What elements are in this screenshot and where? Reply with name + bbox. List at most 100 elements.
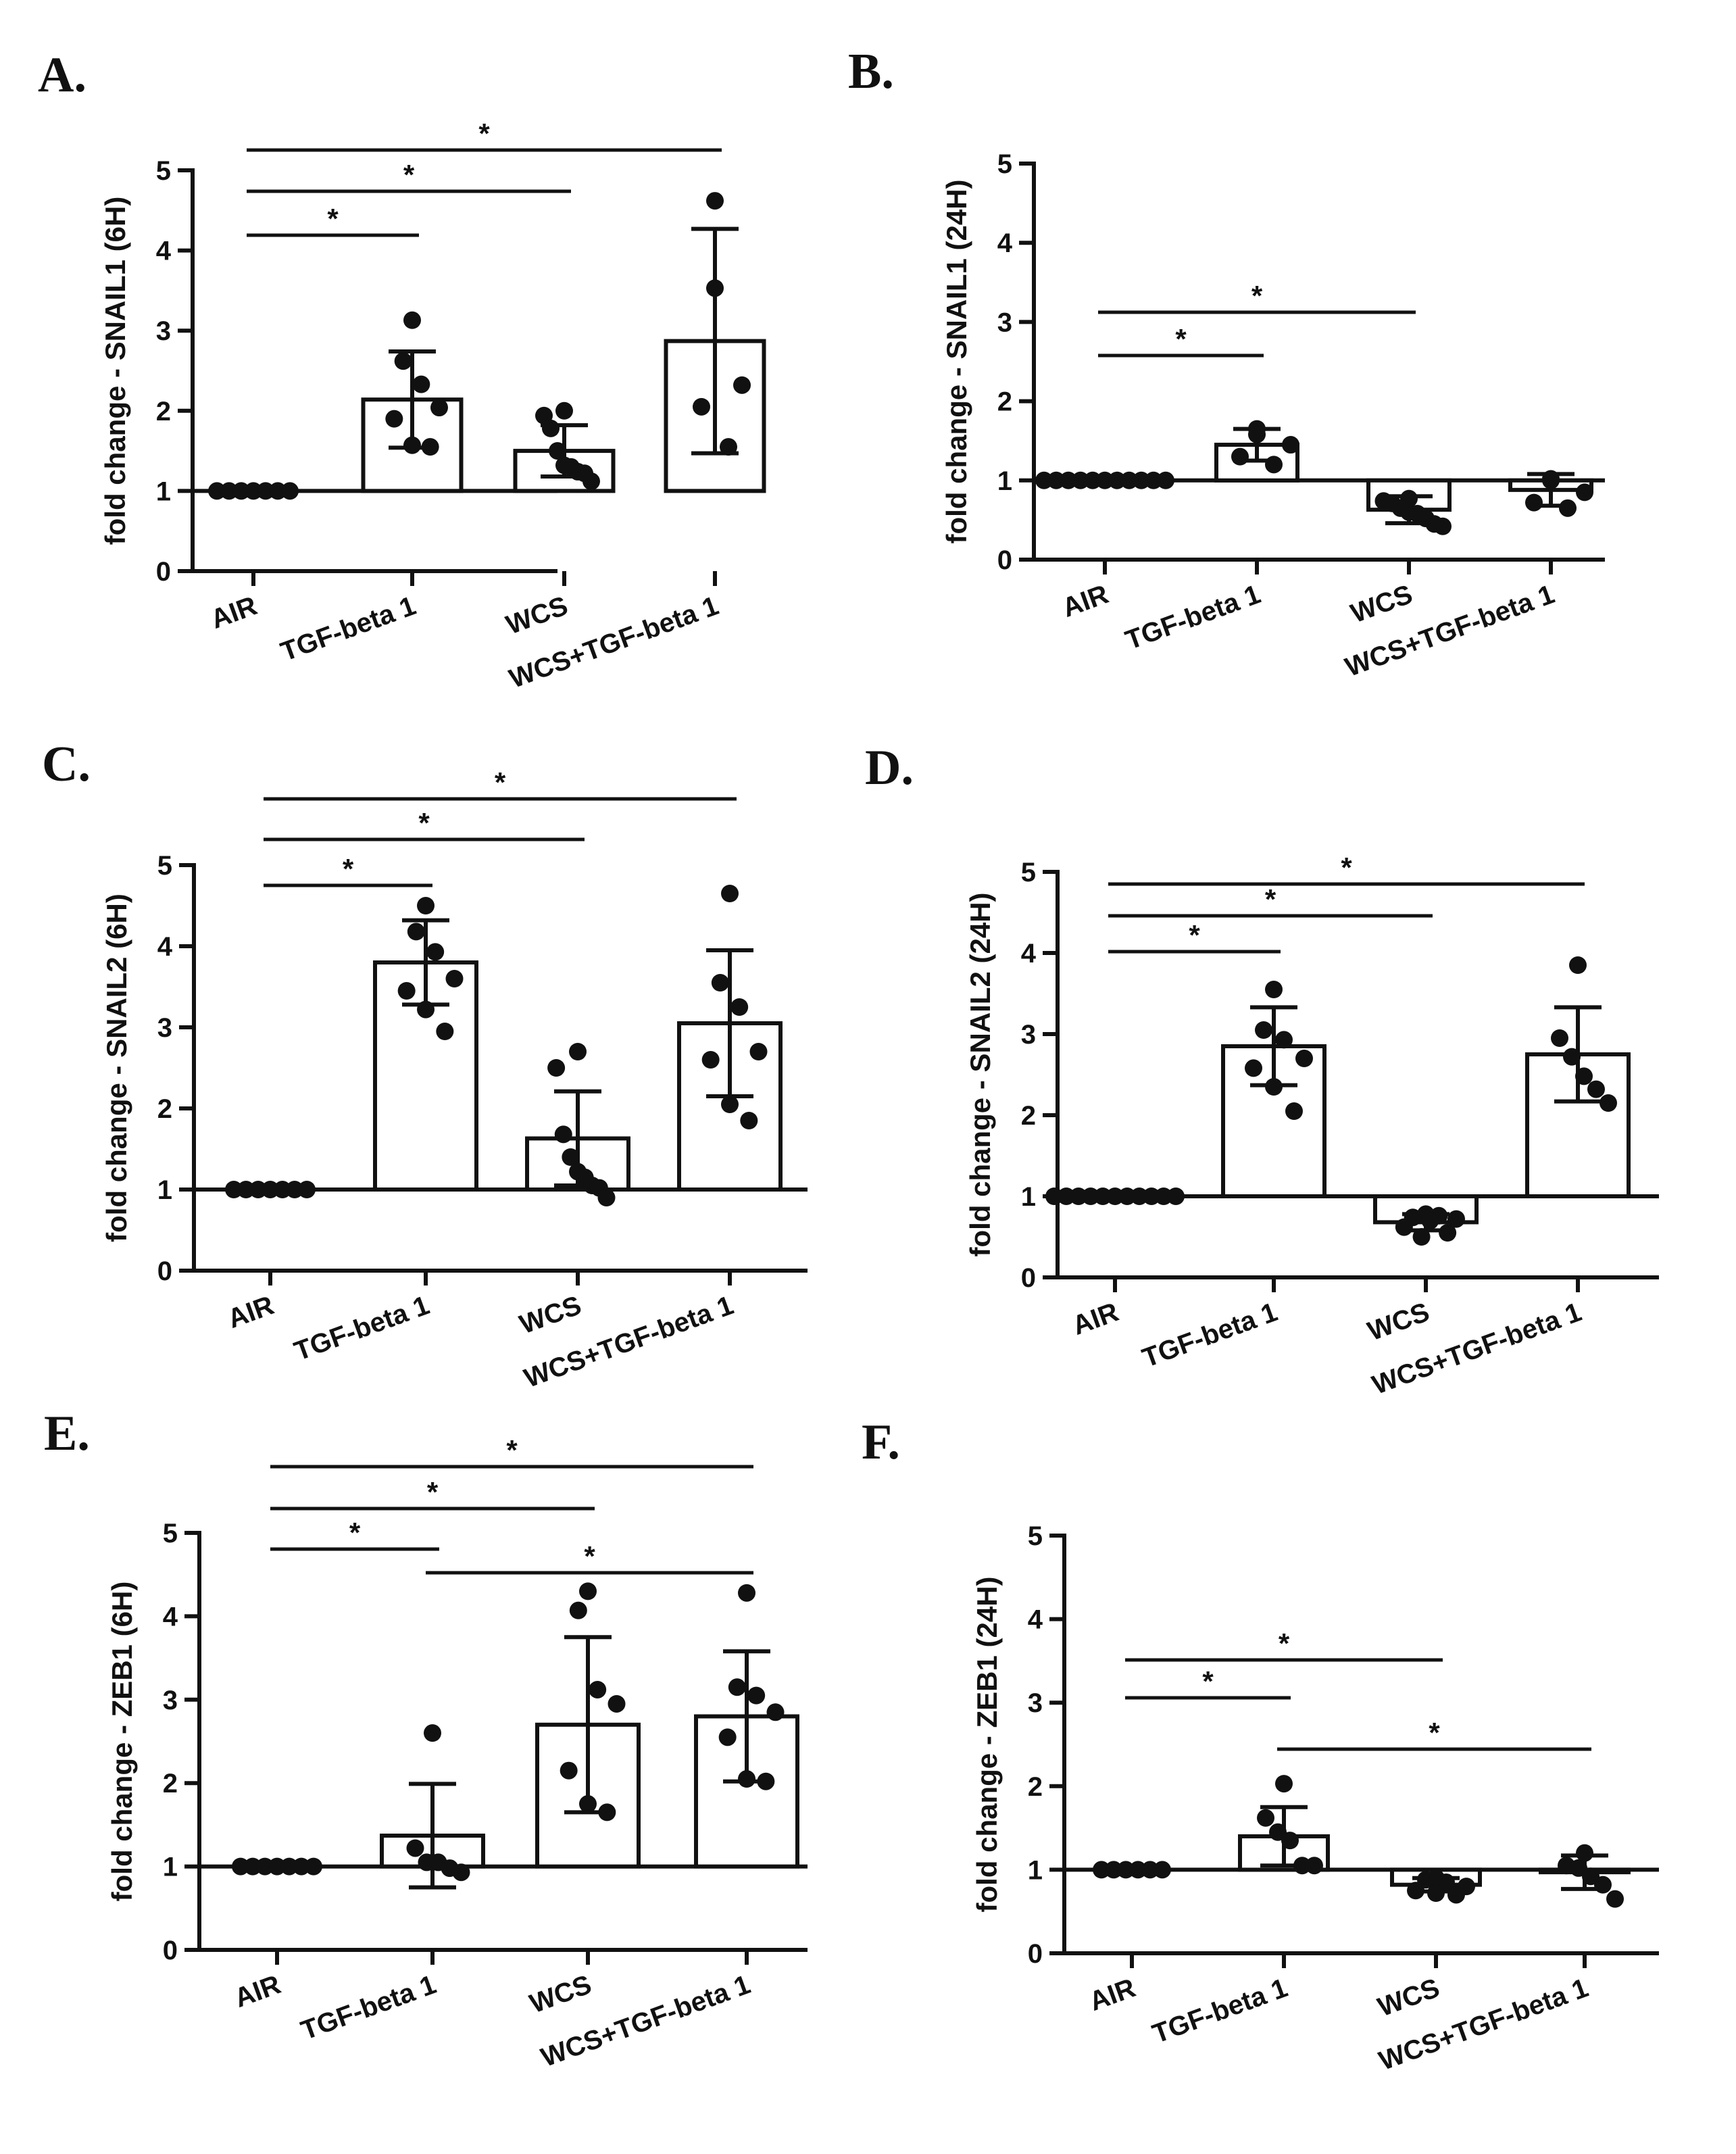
data-point xyxy=(1427,1884,1445,1903)
y-tick-label: 3 xyxy=(1021,1020,1036,1050)
y-tick-label: 5 xyxy=(157,851,172,881)
significance-star: * xyxy=(1341,852,1352,883)
data-point xyxy=(426,943,445,961)
y-tick-label: 1 xyxy=(1028,1855,1043,1885)
y-tick-label: 4 xyxy=(997,228,1013,258)
data-point xyxy=(1293,1857,1311,1875)
data-point xyxy=(1412,1228,1431,1246)
y-tick-label: 2 xyxy=(997,387,1012,417)
data-point xyxy=(1145,471,1162,489)
significance-star: * xyxy=(1429,1717,1440,1748)
data-point xyxy=(1434,517,1452,535)
data-point xyxy=(721,885,739,902)
data-point xyxy=(1058,1188,1075,1205)
y-tick-label: 2 xyxy=(1028,1772,1043,1802)
data-point xyxy=(298,1181,316,1198)
panel-letter: F. xyxy=(862,1415,900,1470)
data-point xyxy=(249,1181,267,1198)
data-point xyxy=(397,982,416,1000)
data-point xyxy=(1129,1861,1147,1879)
data-point xyxy=(1275,1031,1293,1049)
data-point xyxy=(579,1582,597,1600)
data-point xyxy=(554,1125,572,1144)
y-tick-label: 0 xyxy=(163,1936,178,1965)
data-point xyxy=(412,375,430,393)
data-point xyxy=(286,1181,303,1198)
y-tick-label: 0 xyxy=(997,545,1012,575)
data-point xyxy=(547,1059,566,1077)
data-point xyxy=(721,1096,739,1113)
y-tick-label: 5 xyxy=(156,156,171,186)
significance-star: * xyxy=(506,1434,518,1466)
data-point xyxy=(706,192,724,210)
y-tick-label: 1 xyxy=(156,476,171,506)
data-point xyxy=(1569,956,1587,974)
data-point xyxy=(1447,1210,1465,1228)
y-tick-label: 5 xyxy=(163,1519,178,1548)
significance-star: * xyxy=(1189,919,1200,951)
data-point xyxy=(579,1795,597,1813)
data-point xyxy=(542,419,560,437)
data-point xyxy=(403,436,421,454)
data-point xyxy=(711,974,729,992)
data-point xyxy=(738,1770,755,1788)
y-tick-label: 4 xyxy=(163,1602,178,1632)
panel-letter: C. xyxy=(42,737,91,792)
data-point xyxy=(720,438,737,456)
y-tick-label: 1 xyxy=(157,1175,172,1205)
data-point xyxy=(1133,471,1150,489)
data-point xyxy=(1094,1188,1112,1205)
data-point xyxy=(706,279,724,297)
y-axis-title: fold change - SNAIL1 (6H) xyxy=(99,197,131,545)
y-axis-title: fold change - SNAIL2 (24H) xyxy=(964,892,996,1256)
data-point xyxy=(1421,1212,1439,1229)
data-point xyxy=(208,482,226,500)
data-point xyxy=(1407,1882,1424,1900)
data-point xyxy=(1167,1188,1185,1205)
significance-star: * xyxy=(1175,323,1187,355)
y-tick-label: 1 xyxy=(1021,1182,1036,1212)
data-point xyxy=(747,1686,766,1705)
data-point xyxy=(569,1601,587,1619)
data-point xyxy=(1105,1861,1122,1879)
data-point xyxy=(407,923,425,941)
significance-star: * xyxy=(584,1540,595,1572)
data-point xyxy=(244,1857,262,1876)
y-tick-label: 0 xyxy=(156,557,171,587)
data-point xyxy=(417,897,435,914)
y-tick-label: 3 xyxy=(1028,1688,1043,1718)
significance-star: * xyxy=(1265,883,1276,915)
data-point xyxy=(1157,471,1174,489)
data-point xyxy=(1082,1188,1099,1205)
data-point xyxy=(232,482,250,500)
data-point xyxy=(1265,1078,1283,1096)
data-point xyxy=(693,397,710,416)
data-point xyxy=(1576,483,1593,501)
data-point xyxy=(1599,1094,1617,1112)
significance-star: * xyxy=(327,203,339,235)
significance-star: * xyxy=(418,807,430,839)
data-point xyxy=(589,1680,607,1698)
data-point xyxy=(281,482,299,500)
data-point xyxy=(1295,1050,1313,1067)
data-point xyxy=(421,438,439,456)
data-point xyxy=(256,1857,274,1876)
y-tick-label: 1 xyxy=(163,1853,178,1882)
data-point xyxy=(1047,471,1065,489)
data-point xyxy=(1281,1832,1299,1850)
data-point xyxy=(225,1181,243,1198)
y-tick-label: 5 xyxy=(1021,858,1036,887)
data-point xyxy=(569,1043,587,1060)
data-point xyxy=(1551,1029,1568,1047)
y-tick-label: 3 xyxy=(157,1013,172,1043)
data-point xyxy=(1594,1876,1612,1894)
data-point xyxy=(1084,471,1101,489)
y-tick-label: 5 xyxy=(997,149,1012,179)
data-point xyxy=(293,1857,310,1876)
data-point xyxy=(1035,471,1053,489)
data-point xyxy=(1257,1809,1274,1827)
significance-star: * xyxy=(478,118,490,149)
data-point xyxy=(1439,1224,1457,1242)
data-point xyxy=(1587,1080,1605,1098)
data-point xyxy=(1117,1861,1135,1879)
